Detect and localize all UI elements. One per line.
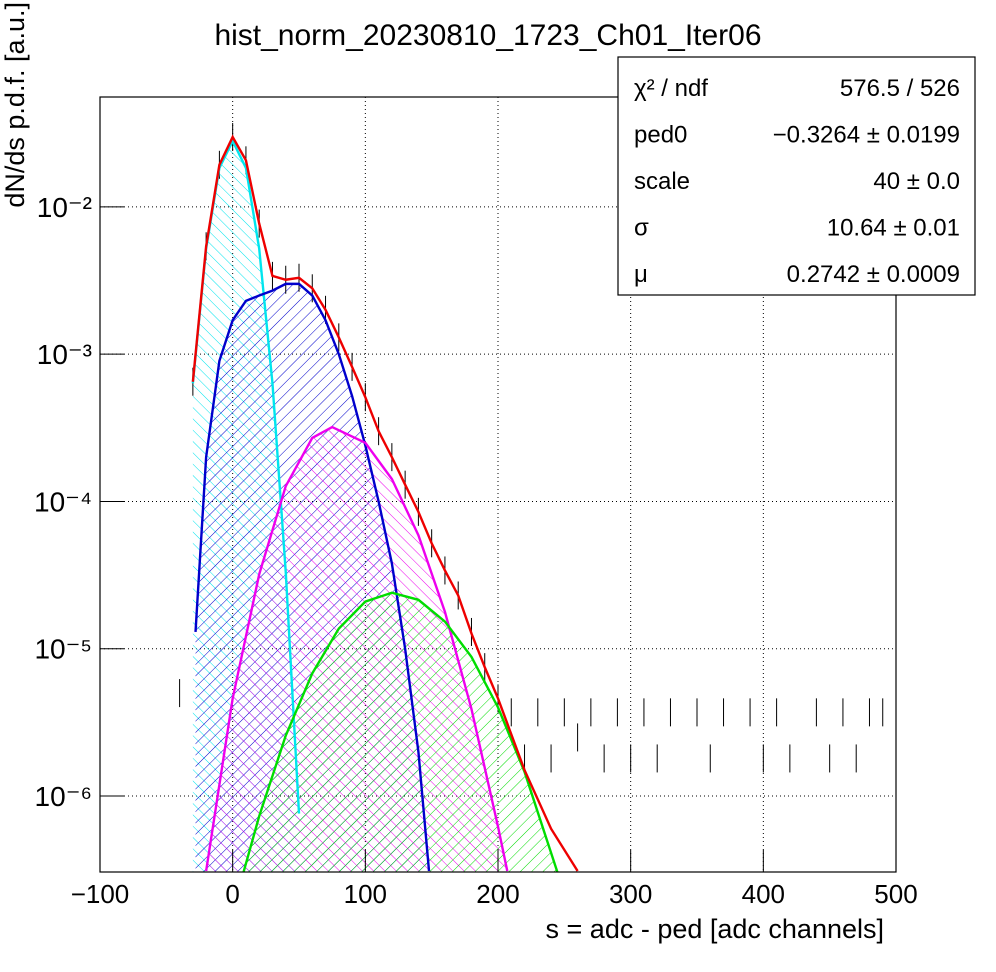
axes: −100 0 100 200 300 400 500 10⁻² 10⁻³ 10⁻⁴ 10⁻⁵ 10⁻⁶: [34, 192, 918, 909]
stats-name: χ² / ndf: [634, 75, 708, 102]
chart-title: hist_norm_20230810_1723_Ch01_Iter06: [214, 19, 761, 52]
y-tick-label: 10⁻⁵: [34, 634, 92, 665]
x-tick-label: −100: [71, 879, 130, 909]
stats-value: 10.64 ± 0.01: [827, 215, 960, 242]
fit-curve: [194, 282, 431, 872]
stats-name: μ: [634, 261, 648, 288]
fills: [192, 140, 558, 872]
hatch-fill: [243, 592, 558, 872]
x-tick-label: 400: [742, 879, 785, 909]
x-tick-label: 300: [609, 879, 652, 909]
y-tick-label: 10⁻³: [37, 339, 92, 370]
fit-curve: [204, 425, 509, 872]
stats-box: χ² / ndf 576.5 / 526 ped0 −0.3264 ± 0.0199 s…: [617, 56, 976, 296]
x-tick-label: 0: [225, 879, 239, 909]
x-tick-label: 200: [476, 879, 519, 909]
stats-name: σ: [634, 215, 649, 242]
stats-value: 576.5 / 526: [840, 75, 960, 102]
stats-value: −0.3264 ± 0.0199: [773, 122, 960, 149]
x-tick-label: 500: [874, 879, 917, 909]
x-axis-label: s = adc - ped [adc channels]: [546, 914, 884, 944]
curves: [191, 134, 579, 872]
stats-value: 0.2742 ± 0.0009: [787, 261, 960, 288]
y-tick-label: 10⁻⁶: [35, 781, 92, 812]
stats-frame: [617, 56, 976, 296]
stats-name: ped0: [634, 122, 687, 149]
stats-name: scale: [634, 168, 690, 195]
y-axis-label: dN/ds p.d.f. [a.u.]: [0, 2, 30, 208]
y-tick-label: 10⁻²: [37, 192, 92, 223]
y-tick-label: 10⁻⁴: [34, 486, 92, 517]
fit-curve: [242, 591, 559, 872]
stats-value: 40 ± 0.0: [873, 168, 960, 195]
fit-curve: [191, 134, 579, 872]
x-tick-label: 100: [344, 879, 387, 909]
